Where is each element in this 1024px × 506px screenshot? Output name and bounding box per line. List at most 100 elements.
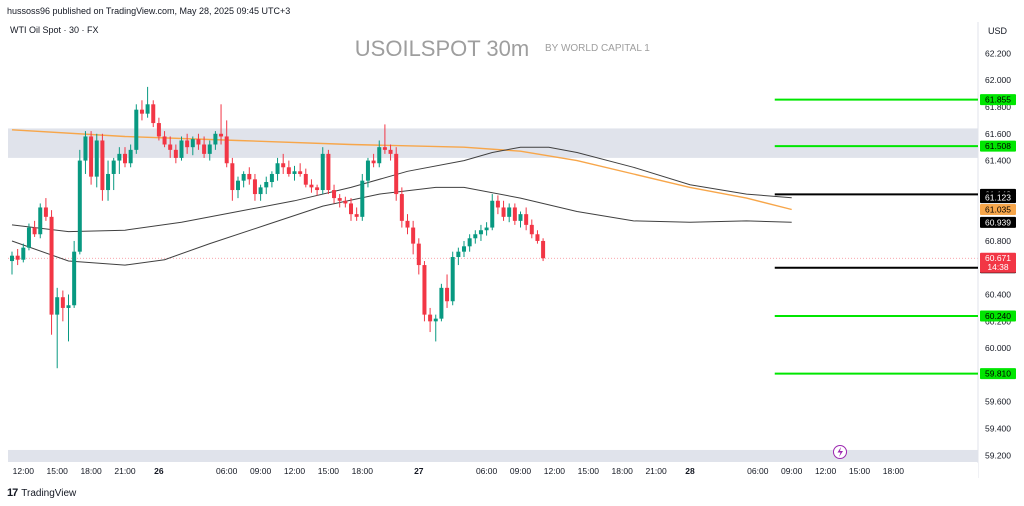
candle[interactable] — [111, 157, 116, 191]
candle[interactable] — [38, 203, 43, 239]
candle[interactable] — [134, 104, 139, 154]
candle[interactable] — [156, 117, 161, 141]
candle[interactable] — [320, 147, 325, 195]
candle[interactable] — [450, 251, 455, 306]
candle[interactable] — [185, 133, 190, 154]
candle[interactable] — [462, 240, 466, 258]
candle[interactable] — [326, 149, 331, 195]
candle[interactable] — [507, 203, 512, 223]
candle[interactable] — [541, 238, 546, 262]
candle[interactable] — [535, 230, 540, 244]
candle[interactable] — [303, 168, 308, 188]
candle[interactable] — [123, 147, 127, 168]
candle[interactable] — [286, 160, 291, 177]
candle[interactable] — [433, 314, 438, 342]
candle[interactable] — [495, 195, 500, 215]
candle[interactable] — [445, 274, 450, 308]
candle[interactable] — [309, 179, 314, 193]
candle[interactable] — [349, 198, 353, 221]
candle[interactable] — [275, 157, 280, 181]
candle[interactable] — [411, 220, 416, 255]
candle[interactable] — [388, 144, 393, 161]
candle[interactable] — [501, 200, 506, 221]
candle[interactable] — [281, 153, 286, 174]
candle[interactable] — [49, 210, 54, 335]
candle[interactable] — [382, 124, 387, 154]
candle[interactable] — [315, 184, 320, 196]
candle[interactable] — [162, 131, 167, 148]
candle[interactable] — [478, 224, 483, 241]
candle[interactable] — [77, 149, 82, 255]
candle[interactable] — [264, 176, 269, 195]
candle[interactable] — [377, 140, 382, 168]
candle[interactable] — [168, 136, 173, 158]
candle[interactable] — [405, 214, 410, 235]
candle[interactable] — [72, 240, 77, 308]
candle[interactable] — [252, 173, 257, 201]
candle[interactable] — [179, 136, 184, 161]
candle[interactable] — [219, 104, 224, 145]
candle[interactable] — [298, 163, 303, 177]
candle[interactable] — [224, 120, 229, 168]
candle[interactable] — [230, 157, 235, 201]
candle[interactable] — [83, 131, 88, 174]
candle[interactable] — [15, 248, 20, 266]
candle[interactable] — [151, 100, 156, 128]
candle[interactable] — [518, 211, 523, 228]
candle[interactable] — [529, 219, 534, 239]
candle[interactable] — [428, 307, 433, 333]
candle[interactable] — [21, 243, 26, 263]
candle[interactable] — [236, 176, 240, 199]
candle[interactable] — [100, 133, 105, 201]
candle[interactable] — [89, 131, 94, 185]
candle[interactable] — [43, 198, 48, 221]
candle[interactable] — [365, 157, 370, 188]
candle[interactable] — [422, 261, 427, 322]
candle[interactable] — [467, 234, 472, 252]
candle[interactable] — [196, 133, 201, 150]
time-tick-label: 21:00 — [645, 466, 667, 476]
candle[interactable] — [473, 230, 478, 244]
candle[interactable] — [139, 100, 144, 121]
candle[interactable] — [394, 147, 399, 201]
candle-body — [501, 207, 506, 217]
candle[interactable] — [106, 160, 111, 201]
candle[interactable] — [26, 223, 31, 251]
candle[interactable] — [456, 247, 461, 266]
candle[interactable] — [32, 220, 37, 237]
candle[interactable] — [371, 153, 376, 168]
candle[interactable] — [10, 251, 14, 275]
candle[interactable] — [173, 144, 178, 164]
candle[interactable] — [55, 287, 60, 369]
candle[interactable] — [416, 238, 421, 275]
candle[interactable] — [439, 283, 444, 322]
candle[interactable] — [512, 203, 517, 225]
candle[interactable] — [60, 290, 65, 322]
candle[interactable] — [490, 194, 495, 231]
candle[interactable] — [292, 165, 297, 181]
candle[interactable] — [202, 136, 207, 158]
candle[interactable] — [190, 136, 195, 156]
time-tick-label: 09:00 — [510, 466, 532, 476]
candle[interactable] — [117, 147, 122, 174]
candle[interactable] — [337, 194, 342, 208]
candle[interactable] — [524, 207, 529, 231]
candle[interactable] — [145, 86, 150, 118]
candle[interactable] — [399, 187, 404, 228]
candle[interactable] — [207, 140, 212, 161]
candle[interactable] — [66, 294, 71, 342]
candle[interactable] — [241, 171, 246, 188]
candle[interactable] — [94, 133, 99, 188]
candle[interactable] — [332, 184, 337, 204]
candle[interactable] — [269, 171, 274, 188]
candle[interactable] — [354, 207, 359, 221]
lightning-icon[interactable] — [833, 445, 847, 459]
candle[interactable] — [258, 184, 263, 201]
candle[interactable] — [213, 131, 218, 150]
candle[interactable] — [484, 222, 489, 236]
candle[interactable] — [247, 167, 252, 185]
candle[interactable] — [343, 196, 348, 208]
candle[interactable] — [128, 144, 133, 168]
candle[interactable] — [360, 173, 365, 221]
